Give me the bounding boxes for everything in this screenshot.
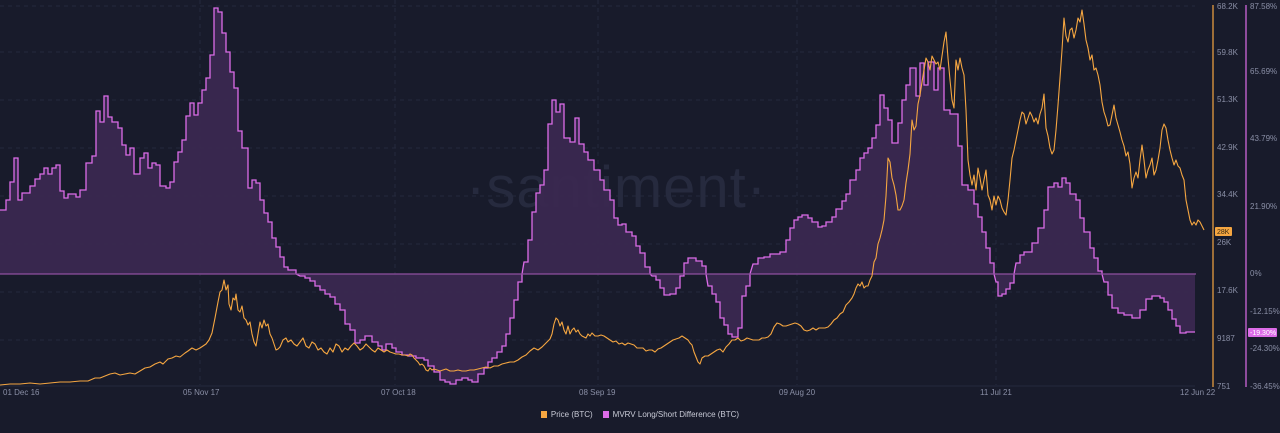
price-axis-ticks: 68.2K 59.8K 51.3K 42.9K 34.4K 26K 17.6K … [1217, 2, 1239, 391]
svg-text:01 Dec 16: 01 Dec 16 [3, 388, 40, 397]
svg-text:59.8K: 59.8K [1217, 48, 1239, 57]
svg-text:87.58%: 87.58% [1250, 2, 1277, 11]
svg-text:34.4K: 34.4K [1217, 190, 1239, 199]
svg-text:26K: 26K [1217, 238, 1232, 247]
svg-text:0%: 0% [1250, 269, 1262, 278]
svg-text:-24.30%: -24.30% [1250, 344, 1280, 353]
svg-text:751: 751 [1217, 382, 1231, 391]
legend-item-mvrv[interactable]: MVRV Long/Short Difference (BTC) [602, 410, 740, 419]
mvrv-line [0, 7, 1195, 385]
svg-text:11 Jul 21: 11 Jul 21 [980, 388, 1012, 397]
svg-text:28K: 28K [1217, 229, 1230, 236]
svg-text:68.2K: 68.2K [1217, 2, 1239, 11]
mvrv-current-value-badge: -19.30% [1248, 328, 1277, 337]
price-current-value-badge: 28K [1215, 227, 1232, 236]
legend-label-price: Price (BTC) [550, 410, 593, 419]
legend-item-price[interactable]: Price (BTC) [540, 410, 593, 419]
svg-text:12 Jun 22: 12 Jun 22 [1180, 388, 1216, 397]
svg-text:65.69%: 65.69% [1250, 67, 1277, 76]
svg-text:42.9K: 42.9K [1217, 143, 1239, 152]
mvrv-swatch-icon [602, 411, 609, 418]
svg-text:-36.45%: -36.45% [1250, 382, 1280, 391]
santiment-watermark: ·santiment· [466, 155, 767, 220]
svg-text:07 Oct 18: 07 Oct 18 [381, 388, 416, 397]
svg-text:05 Nov 17: 05 Nov 17 [183, 388, 220, 397]
svg-text:-12.15%: -12.15% [1250, 307, 1280, 316]
legend-label-mvrv: MVRV Long/Short Difference (BTC) [612, 410, 740, 419]
svg-text:-19.30%: -19.30% [1250, 330, 1276, 337]
mvrv-axis-ticks: 87.58% 65.69% 43.79% 21.90% 0% -12.15% -… [1250, 2, 1280, 391]
price-line [0, 9, 1205, 386]
chart-legend: Price (BTC) MVRV Long/Short Difference (… [0, 410, 1280, 419]
svg-text:21.90%: 21.90% [1250, 202, 1277, 211]
x-axis-ticks: 01 Dec 16 05 Nov 17 07 Oct 18 08 Sep 19 … [3, 388, 1216, 397]
svg-text:43.79%: 43.79% [1250, 134, 1277, 143]
svg-text:9187: 9187 [1217, 334, 1235, 343]
svg-text:09 Aug 20: 09 Aug 20 [779, 388, 816, 397]
mvrv-area [0, 8, 1195, 384]
svg-text:17.6K: 17.6K [1217, 286, 1239, 295]
svg-text:08 Sep 19: 08 Sep 19 [579, 388, 616, 397]
svg-text:51.3K: 51.3K [1217, 95, 1239, 104]
price-swatch-icon [540, 411, 547, 418]
